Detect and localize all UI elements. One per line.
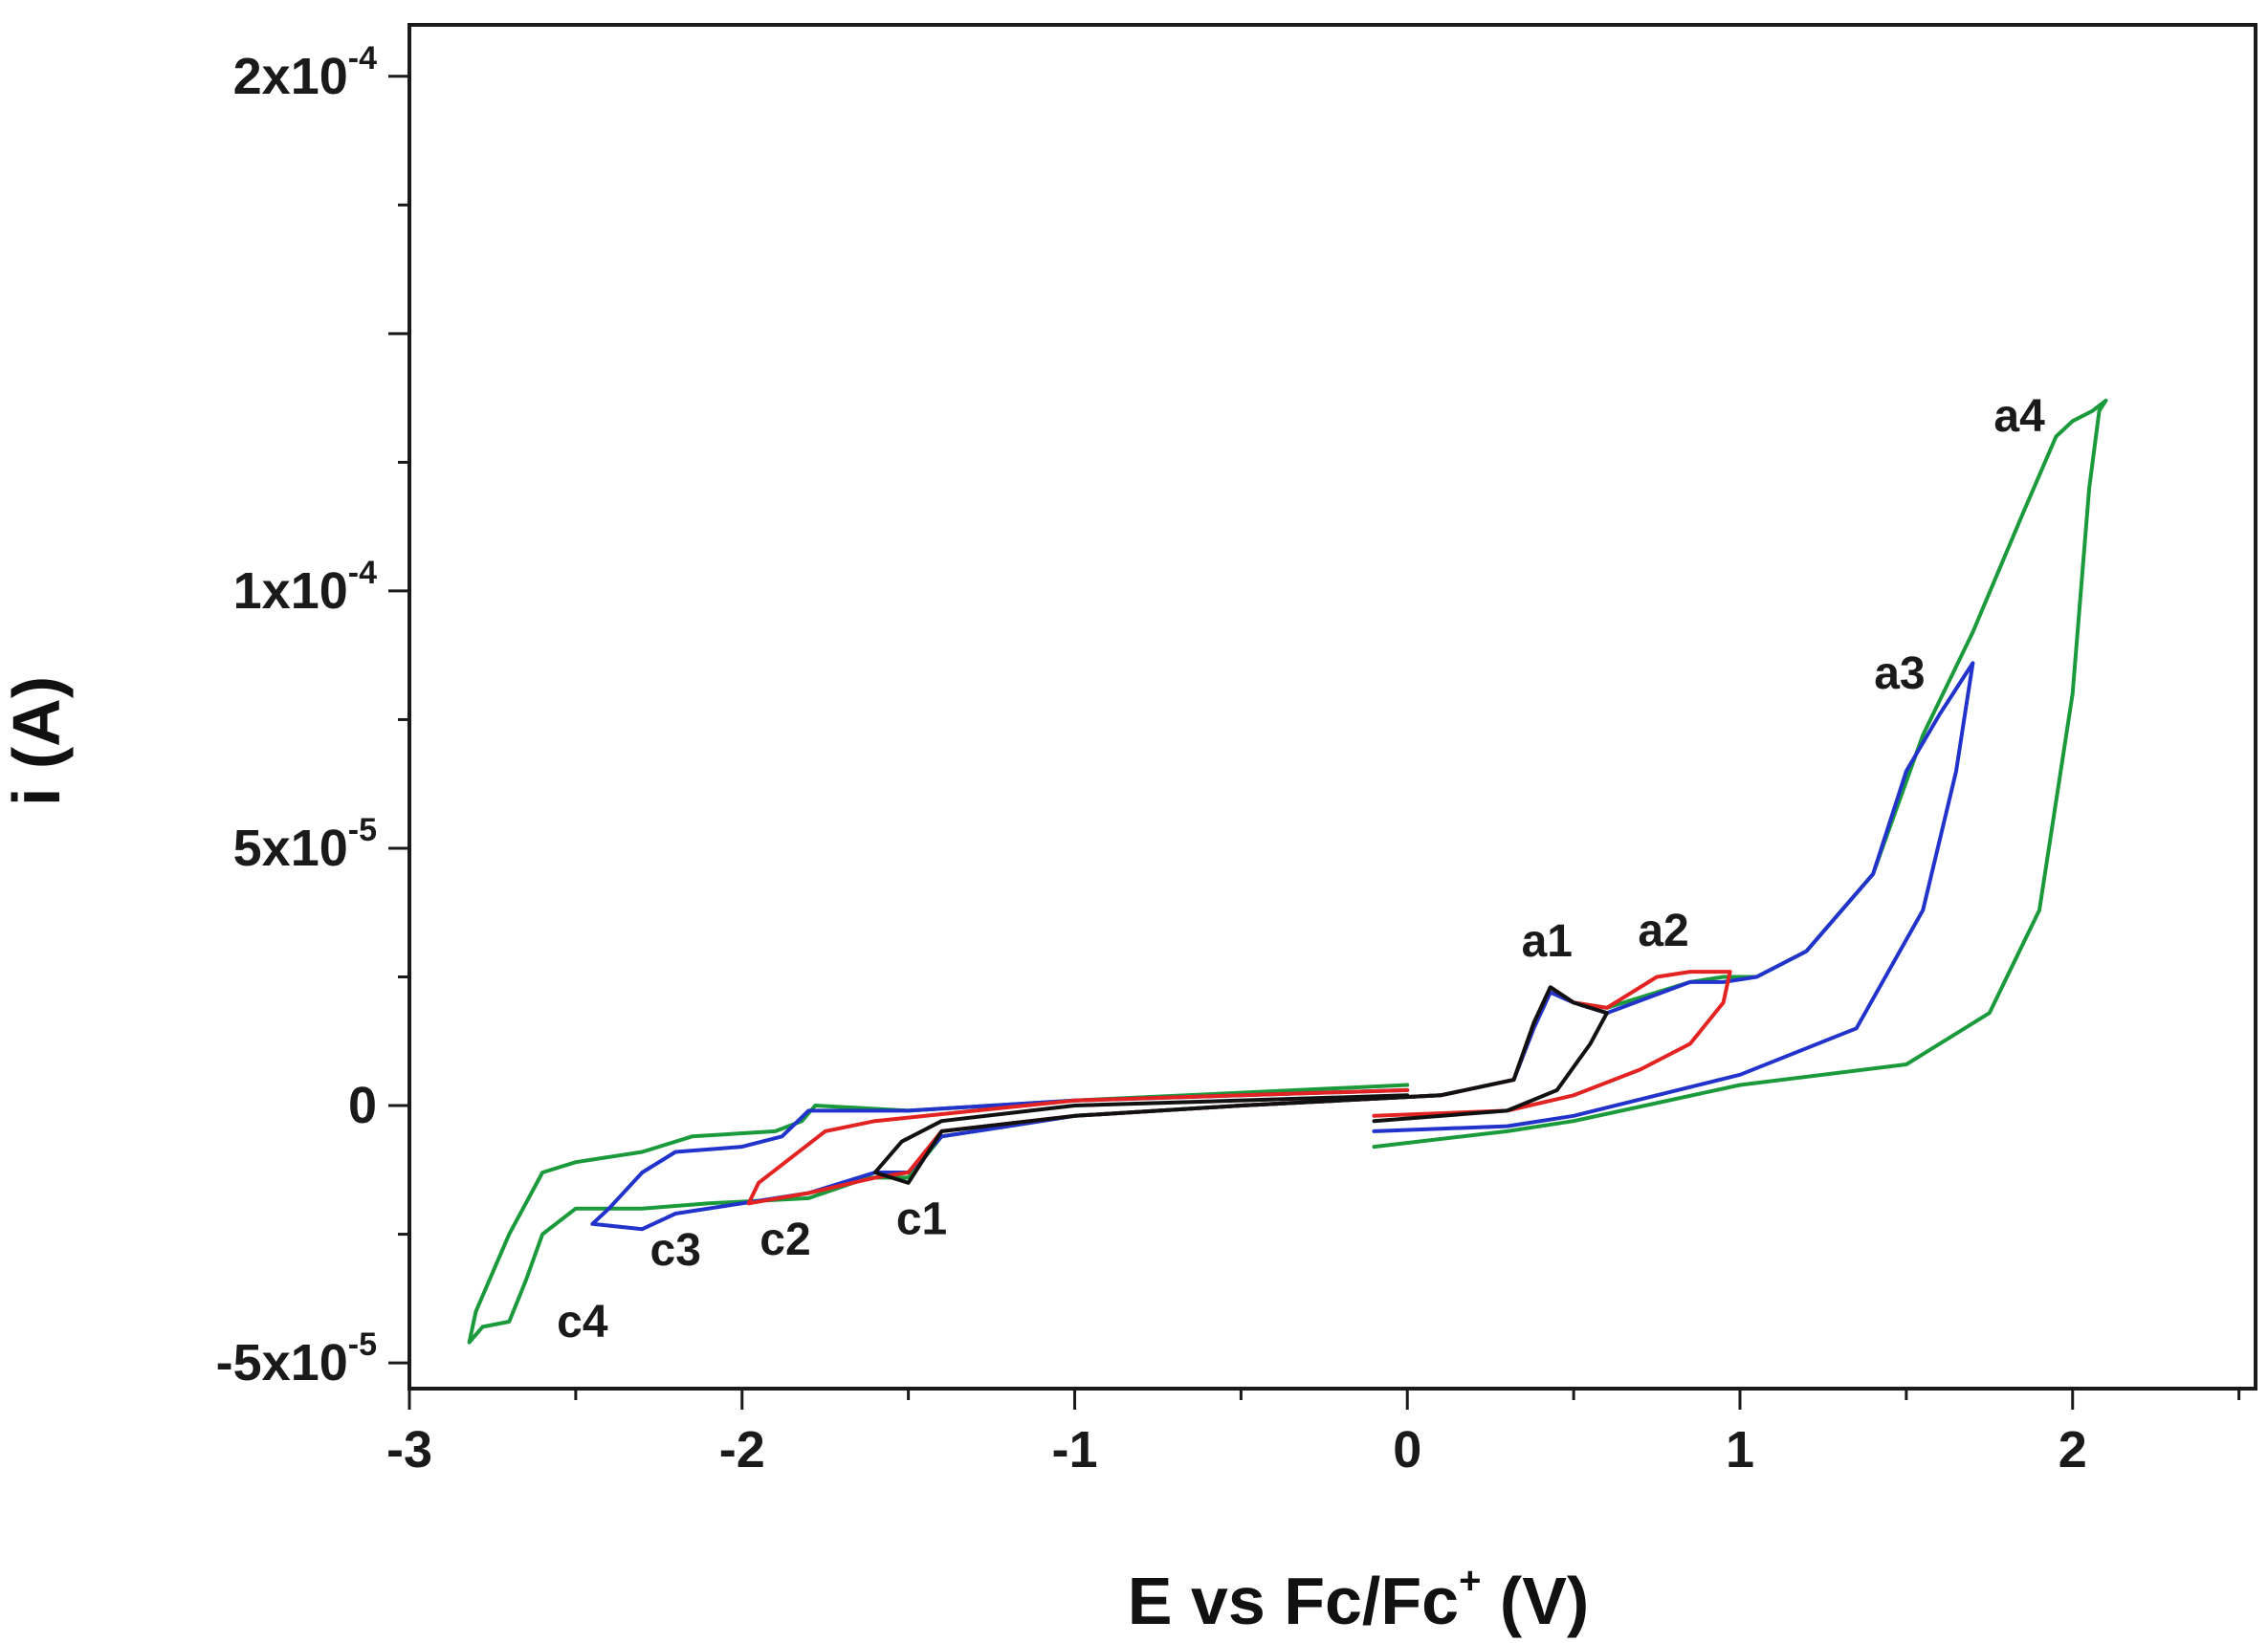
annotation-a3: a3 [1874, 648, 1925, 699]
x-tick-label: 1 [1726, 1421, 1754, 1479]
x-axis-ticks: -3 -2 -1 0 1 2 [386, 1389, 2241, 1479]
y-tick-label: 1x10-4 [233, 555, 377, 620]
y-axis-ticks: -5x10-5 0 5x10-5 1x10-4 2x10-4 [216, 40, 409, 1391]
annotation-a1: a1 [1522, 916, 1573, 967]
annotation-a4: a4 [1993, 391, 2045, 442]
y-tick-label: -5x10-5 [216, 1326, 377, 1391]
y-axis-title: i (A) [0, 676, 74, 806]
plot-frame [407, 23, 2257, 1391]
annotation-c2: c2 [760, 1215, 810, 1265]
x-axis-title: E vs Fc/Fc+ (V) [1128, 1560, 1589, 1638]
x-tick-label: -3 [386, 1421, 432, 1479]
series-curves [467, 398, 2108, 1345]
x-tick-label: -1 [1051, 1421, 1097, 1479]
x-tick-label: 0 [1393, 1421, 1421, 1479]
peak-annotations: a1 a2 a3 a4 c1 c2 c3 c4 [557, 391, 2045, 1347]
annotation-c1: c1 [896, 1194, 947, 1245]
annotation-c4: c4 [557, 1297, 608, 1347]
y-tick-label: 0 [348, 1077, 377, 1134]
y-tick-label: 5x10-5 [233, 812, 377, 877]
annotation-c3: c3 [650, 1225, 701, 1276]
x-tick-label: 2 [2059, 1421, 2087, 1479]
series-black-curve [872, 985, 1609, 1185]
y-tick-label: 2x10-4 [233, 40, 377, 105]
annotation-a2: a2 [1638, 906, 1688, 956]
x-tick-label: -2 [719, 1421, 765, 1479]
